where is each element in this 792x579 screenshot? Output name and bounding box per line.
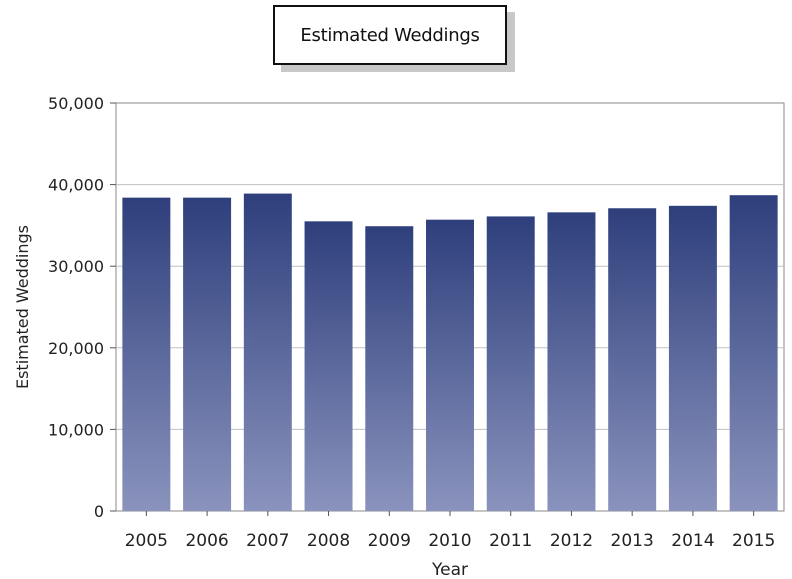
- y-tick-label: 30,000: [48, 257, 104, 276]
- legend: Estimated Weddings: [273, 5, 507, 65]
- x-tick-label: 2010: [428, 531, 471, 551]
- y-tick-label: 40,000: [48, 176, 104, 195]
- y-tick-label: 20,000: [48, 339, 104, 358]
- y-tick-label: 50,000: [48, 94, 104, 113]
- bar: [668, 205, 717, 512]
- x-tick-label: 2006: [185, 531, 228, 551]
- bar: [365, 226, 414, 511]
- bar: [608, 208, 657, 511]
- bar: [547, 212, 596, 511]
- bars: [122, 193, 778, 512]
- bar: [183, 197, 232, 511]
- bar: [486, 216, 535, 511]
- bar: [729, 195, 778, 511]
- x-axis-label: Year: [431, 560, 468, 579]
- x-axis: 2005 2006 2007 2008 2009 2010 2011 2012 2013 2014…: [125, 511, 775, 551]
- bar: [243, 193, 292, 512]
- x-tick-label: 2007: [246, 531, 289, 551]
- legend-label: Estimated Weddings: [300, 24, 480, 46]
- y-tick-label: 10,000: [48, 420, 104, 439]
- x-tick-label: 2014: [671, 531, 714, 551]
- x-tick-label: 2005: [125, 531, 168, 551]
- y-axis-label: Estimated Weddings: [13, 225, 32, 389]
- x-tick-label: 2015: [732, 531, 775, 551]
- x-tick-label: 2008: [307, 531, 350, 551]
- bar: [122, 197, 171, 511]
- bar: [426, 219, 474, 512]
- x-tick-label: 2013: [611, 531, 654, 551]
- x-tick-label: 2012: [550, 531, 593, 551]
- y-tick-label: 0: [94, 502, 104, 521]
- x-tick-label: 2009: [368, 531, 411, 551]
- x-tick-label: 2011: [489, 531, 532, 551]
- y-axis: 0 10,000 20,000 30,000 40,000 50,000: [48, 94, 116, 521]
- bar: [304, 221, 353, 511]
